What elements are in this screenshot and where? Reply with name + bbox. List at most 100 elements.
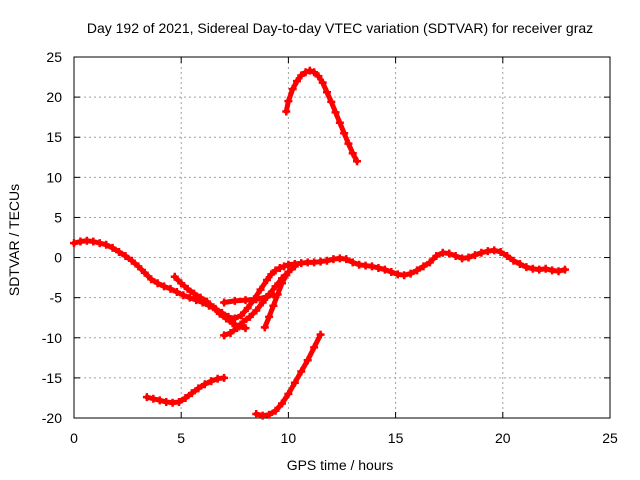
data-point xyxy=(237,311,246,320)
data-point xyxy=(271,406,280,415)
chart-title: Day 192 of 2021, Sidereal Day-to-day VTE… xyxy=(87,20,593,36)
data-point xyxy=(269,301,278,310)
x-axis-label: GPS time / hours xyxy=(287,457,394,473)
data-point xyxy=(554,267,563,276)
data-point xyxy=(179,291,188,300)
data-point xyxy=(134,262,143,271)
data-point xyxy=(108,243,117,252)
data-point xyxy=(445,249,454,258)
data-point xyxy=(310,343,319,352)
y-tick-label: -15 xyxy=(42,370,62,386)
gridlines xyxy=(74,57,610,418)
y-tick-label: -10 xyxy=(42,330,62,346)
data-point xyxy=(149,394,158,403)
data-point xyxy=(265,410,274,419)
data-point xyxy=(220,373,229,382)
data-point xyxy=(432,251,441,260)
series-branch-c xyxy=(220,290,278,307)
data-point xyxy=(142,393,151,402)
data-point xyxy=(368,262,377,271)
data-point xyxy=(252,295,261,304)
data-point xyxy=(277,279,286,288)
x-tick-label: 20 xyxy=(495,430,511,446)
data-point xyxy=(153,279,162,288)
data-point xyxy=(228,319,237,328)
data-point xyxy=(172,288,181,297)
data-point xyxy=(194,384,203,393)
data-point xyxy=(200,380,209,389)
x-tick-label: 25 xyxy=(602,430,618,446)
data-point xyxy=(280,262,289,271)
data-point xyxy=(115,247,124,256)
axis-ticks: 0 5 10 15 20 25 -20 -15 -10 -5 0 5 10 15 20 25 xyxy=(42,49,618,446)
data-point xyxy=(273,290,282,299)
data-point xyxy=(290,378,299,387)
data-point xyxy=(241,324,250,333)
data-point xyxy=(515,259,524,268)
data-point xyxy=(327,97,336,106)
data-point xyxy=(271,266,280,275)
data-point xyxy=(220,331,229,340)
data-point xyxy=(207,377,216,386)
data-point xyxy=(175,397,184,406)
data-point xyxy=(282,271,291,280)
data-point xyxy=(541,264,550,273)
data-point xyxy=(303,356,312,365)
data-point xyxy=(348,258,357,267)
data-point xyxy=(262,276,271,285)
data-point xyxy=(127,256,136,265)
data-point xyxy=(470,251,479,260)
data-point xyxy=(190,289,199,298)
x-tick-label: 10 xyxy=(281,430,297,446)
data-point xyxy=(419,262,428,271)
data-point xyxy=(95,239,104,248)
data-point xyxy=(301,68,310,77)
data-point xyxy=(344,139,353,148)
data-point xyxy=(288,85,297,94)
data-point xyxy=(252,306,261,315)
data-point xyxy=(245,312,254,321)
data-point xyxy=(241,296,250,305)
data-point xyxy=(400,271,409,280)
data-point xyxy=(202,297,211,306)
data-point xyxy=(170,272,179,281)
data-point xyxy=(387,267,396,276)
data-point xyxy=(121,251,130,260)
data-point xyxy=(232,324,241,333)
data-point xyxy=(374,263,383,272)
y-tick-label: -20 xyxy=(42,410,62,426)
y-tick-label: 0 xyxy=(54,250,62,266)
y-tick-label: 10 xyxy=(46,169,62,185)
series-main-trace xyxy=(70,236,569,323)
data-point xyxy=(220,298,229,307)
data-point xyxy=(496,247,505,256)
data-point xyxy=(215,309,224,318)
y-tick-label: 5 xyxy=(54,209,62,225)
data-point xyxy=(239,317,248,326)
series-lower-arc-right xyxy=(252,330,325,420)
data-point xyxy=(185,293,194,302)
data-point xyxy=(181,393,190,402)
data-point xyxy=(166,284,175,293)
data-point xyxy=(477,248,486,257)
data-point xyxy=(353,157,362,166)
data-point xyxy=(490,246,499,255)
y-tick-label: -5 xyxy=(50,290,63,306)
x-tick-label: 15 xyxy=(388,430,404,446)
x-tick-label: 5 xyxy=(177,430,185,446)
data-point xyxy=(348,149,357,158)
data-point xyxy=(560,265,569,274)
data-point xyxy=(282,107,291,116)
data-point xyxy=(335,118,344,127)
data-point xyxy=(305,66,314,75)
y-tick-label: 20 xyxy=(46,89,62,105)
data-point xyxy=(380,265,389,274)
data-point xyxy=(262,292,271,301)
data-point xyxy=(316,330,325,339)
data-point xyxy=(267,270,276,279)
data-point xyxy=(310,68,319,77)
data-point xyxy=(284,389,293,398)
plot-frame xyxy=(73,56,611,419)
data-point xyxy=(297,367,306,376)
